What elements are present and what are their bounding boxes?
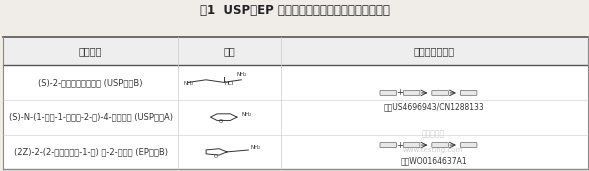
FancyBboxPatch shape (461, 90, 477, 95)
Text: NH₂: NH₂ (236, 72, 247, 77)
FancyBboxPatch shape (461, 143, 477, 147)
Text: NH₂: NH₂ (242, 112, 252, 117)
Text: (S)-2-氨基丁酰胺盐酸盐 (USP杂质B): (S)-2-氨基丁酰胺盐酸盐 (USP杂质B) (38, 78, 143, 87)
Text: HCl: HCl (224, 81, 234, 87)
Bar (3, 37, 588, 65)
FancyBboxPatch shape (403, 90, 420, 95)
Text: +: + (396, 88, 403, 97)
FancyBboxPatch shape (432, 143, 448, 147)
Text: 专利US4696943/CN1288133: 专利US4696943/CN1288133 (384, 102, 485, 111)
Text: +: + (396, 141, 403, 150)
Text: (S)-N-(1-氨基-1-氧代丁-2-基)-4-氯丁酰胺 (USP杂质A): (S)-N-(1-氨基-1-氧代丁-2-基)-4-氯丁酰胺 (USP杂质A) (9, 113, 173, 122)
Text: NH₂: NH₂ (183, 81, 194, 86)
FancyBboxPatch shape (432, 90, 448, 95)
Text: O: O (219, 119, 223, 124)
FancyBboxPatch shape (380, 143, 396, 147)
Text: 表1  USP、EP 收载的左乙拉西坦原料药的特有杂质: 表1 USP、EP 收载的左乙拉西坦原料药的特有杂质 (200, 4, 389, 17)
Text: 相关的合成路线: 相关的合成路线 (413, 46, 455, 56)
Text: (2Z)-2-(2-氧代吡咯烷-1-基) 丁-2-烯酰胺 (EP杂质B): (2Z)-2-(2-氧代吡咯烷-1-基) 丁-2-烯酰胺 (EP杂质B) (14, 147, 168, 156)
FancyBboxPatch shape (380, 90, 396, 95)
Text: 杂质名称: 杂质名称 (79, 46, 102, 56)
Text: NH₂: NH₂ (250, 144, 260, 150)
FancyBboxPatch shape (403, 143, 420, 147)
Text: 方普检测网: 方普检测网 (421, 129, 445, 138)
Text: www.testing.com: www.testing.com (403, 147, 463, 154)
Bar (3, 37, 588, 169)
Text: 结构: 结构 (224, 46, 236, 56)
Text: O: O (213, 154, 217, 159)
Text: 专利WO0164637A1: 专利WO0164637A1 (401, 156, 468, 165)
